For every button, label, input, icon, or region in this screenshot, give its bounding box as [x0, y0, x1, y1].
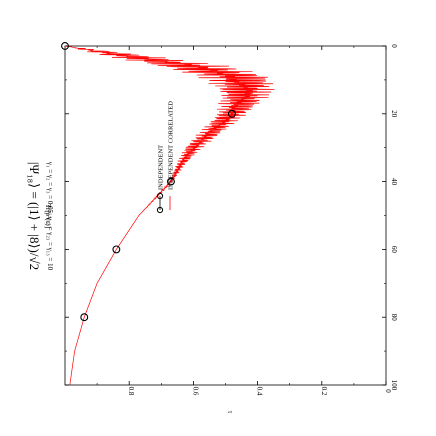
y-tick-label: 0.6: [191, 387, 199, 396]
x-tick-label: 80: [390, 314, 398, 322]
x-tick-label: 40: [390, 178, 398, 186]
legend-independent-label: INDEPENDENT: [158, 145, 165, 190]
y-axis-label: Tr[ρ²(τ)]: [44, 204, 52, 228]
legend: INDEPENDENT INDEPENDENT CORRELATED: [156, 101, 175, 214]
x-tick-label: 100: [390, 380, 398, 391]
x-tick-label: 60: [390, 246, 398, 254]
x-tick-label: 0: [390, 44, 398, 48]
correlated-line: [64, 45, 275, 386]
independent-point: [112, 245, 121, 254]
independent-point: [227, 109, 236, 118]
chart-title: |Ψ₁₈⟩ = (|1⟩ + |8⟩)/√2: [27, 162, 42, 270]
y-tick-label: 0.2: [320, 387, 328, 396]
independent-point: [166, 177, 175, 186]
legend-independent-marker: [156, 206, 164, 214]
plot-frame: [64, 45, 387, 386]
independent-point: [61, 42, 69, 50]
independent-point: [80, 313, 89, 322]
y-tick-label: 0: [384, 389, 392, 393]
chart-subtitle: γ₁ = γ₂ = γ₃ = 0.05; γ₁₂ = γ₂₃ = γ₁₃ = 1…: [46, 161, 54, 271]
independent-series: [61, 42, 236, 322]
x-axis-label: τ: [226, 411, 234, 414]
correlated-series: [64, 45, 275, 386]
y-tick-label: 0.4: [256, 387, 264, 396]
x-tick-label: 20: [390, 110, 398, 118]
y-tick-label: 0.8: [127, 387, 135, 396]
legend-correlated-label: INDEPENDENT CORRELATED: [168, 101, 175, 190]
legend-independent-marker: [156, 192, 164, 200]
